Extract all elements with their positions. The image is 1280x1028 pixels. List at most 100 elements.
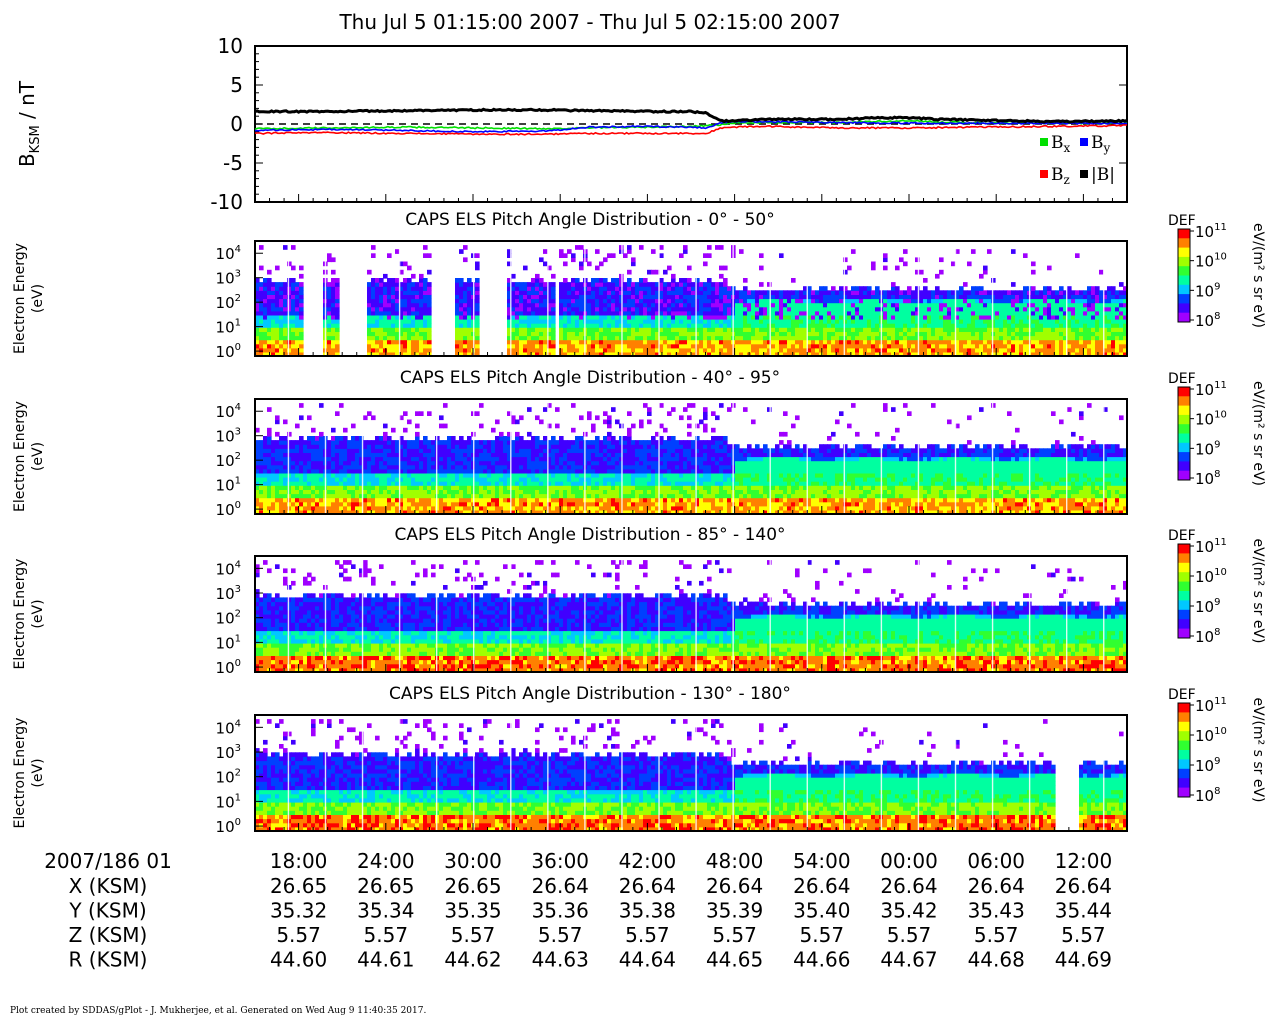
spectrogram-cell (943, 303, 948, 308)
spectrogram-cell (927, 348, 932, 353)
spectrogram-cell (335, 477, 340, 482)
spectrogram-cell (571, 348, 576, 353)
spectrogram-cell (855, 290, 860, 295)
spectrogram-cell (379, 340, 384, 345)
spectrogram-cell (303, 494, 308, 499)
spectrogram-cell (719, 311, 724, 316)
spectrogram-cell (823, 315, 828, 320)
spectrogram-cell (887, 319, 892, 324)
spectrogram-cell (407, 323, 412, 328)
spectrogram-cell (1039, 319, 1044, 324)
spectrogram-cell (1087, 336, 1092, 341)
spectrogram-cell (415, 477, 420, 482)
spectrogram-cell (491, 465, 496, 470)
spectrogram-cell (683, 336, 688, 341)
spectrogram-cell (431, 440, 436, 445)
spectrogram-cell (987, 336, 992, 341)
spectrogram-cell (279, 457, 284, 462)
spectrogram-cell (771, 319, 776, 324)
spectrogram-cell (967, 327, 972, 332)
spectrogram-cell (639, 323, 644, 328)
spectrogram-cell (595, 286, 600, 291)
spectrogram-cell (367, 315, 372, 320)
spectrogram-cell (475, 290, 480, 295)
spectrogram-cell (755, 307, 760, 312)
spectrogram-cell (523, 331, 528, 336)
spectrogram-cell (651, 303, 656, 308)
spectrogram-cell (987, 303, 992, 308)
spectrogram-cell (463, 340, 468, 345)
spectrogram-cell (935, 311, 940, 316)
spectrogram-cell (871, 319, 876, 324)
spectrogram-cell (451, 502, 456, 507)
spectrogram-cell (887, 331, 892, 336)
spectrogram-cell (679, 294, 684, 299)
spectrogram-cell (727, 336, 732, 341)
spectrogram-cell (891, 311, 896, 316)
spectrogram-cell (647, 270, 652, 275)
spectrogram-cell (607, 348, 612, 353)
spectrogram-ytick-base: 10 (216, 294, 235, 312)
spectrogram-cell (371, 286, 376, 291)
spectrogram-cell (327, 485, 332, 490)
spectrogram-cell (907, 331, 912, 336)
spectrogram-cell (479, 489, 484, 494)
spectrogram-cell (671, 319, 676, 324)
spectrogram-cell (987, 348, 992, 353)
spectrogram-cell (499, 469, 504, 474)
spectrogram-cell (903, 262, 908, 267)
spectrogram-cell (855, 344, 860, 349)
spectrogram-cell (855, 331, 860, 336)
spectrogram-cell (267, 303, 272, 308)
spectrogram-cell (427, 489, 432, 494)
spectrogram-cell (455, 290, 460, 295)
spectrogram-cell (1047, 286, 1052, 291)
spectrogram-cell (675, 294, 680, 299)
spectrogram-cell (1079, 315, 1084, 320)
spectrogram-cell (531, 327, 536, 332)
spectrogram-cell (1011, 311, 1016, 316)
spectrogram-cell (375, 327, 380, 332)
spectrogram-cell (551, 331, 556, 336)
spectrogram-cell (1067, 344, 1072, 349)
spectrogram-cell (475, 461, 480, 466)
spectrogram-cell (295, 494, 300, 499)
spectrogram-cell (683, 348, 688, 353)
spectrogram-cell (919, 319, 924, 324)
spectrogram-cell (439, 457, 444, 462)
spectrogram-cell (575, 245, 580, 250)
spectrogram-cell (411, 457, 416, 462)
spectrogram-cell (339, 473, 344, 478)
spectrogram-cell (451, 461, 456, 466)
spectrogram-cell (1099, 344, 1104, 349)
spectrogram-cell (267, 428, 272, 433)
spectrogram-cell (487, 485, 492, 490)
spectrogram-cell (475, 331, 480, 336)
spectrogram-cell (291, 452, 296, 457)
spectrogram-cell (487, 477, 492, 482)
spectrogram-cell (595, 299, 600, 304)
spectrogram-cell (991, 319, 996, 324)
spectrogram-cell (683, 278, 688, 283)
spectrogram-cell (327, 457, 332, 462)
spectrogram-cell (1111, 311, 1116, 316)
spectrogram-cell (671, 340, 676, 345)
spectrogram-cell (311, 457, 316, 462)
spectrogram-cell (491, 494, 496, 499)
spectrogram-cell (1115, 331, 1120, 336)
spectrogram-cell (707, 331, 712, 336)
spectrogram-cell (535, 307, 540, 312)
spectrogram-cell (467, 344, 472, 349)
spectrogram-cell (263, 477, 268, 482)
spectrogram-cell (711, 336, 716, 341)
spectrogram-cell (259, 452, 264, 457)
spectrogram-cell (415, 307, 420, 312)
spectrogram-cell (459, 278, 464, 283)
spectrogram-cell (415, 444, 420, 449)
spectrogram-cell (1035, 315, 1040, 320)
spectrogram-cell (467, 311, 472, 316)
spectrogram-cell (911, 344, 916, 349)
spectrogram-cell (671, 286, 676, 291)
spectrogram-cell (739, 336, 744, 341)
spectrogram-cell (1091, 323, 1096, 328)
